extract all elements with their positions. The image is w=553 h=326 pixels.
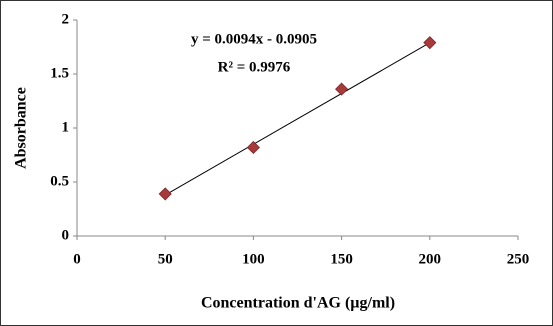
y-tick-label: 0.5 (50, 173, 69, 189)
x-tick-label: 150 (330, 251, 353, 267)
x-tick-label: 250 (507, 251, 530, 267)
y-axis-label: Absorbance (13, 87, 30, 169)
r-squared: R² = 0.9976 (218, 59, 291, 75)
x-tick-label: 0 (73, 251, 81, 267)
equation: y = 0.0094x - 0.0905 (191, 31, 317, 47)
marker (423, 36, 437, 50)
marker (158, 187, 172, 201)
y-tick-label: 1.5 (50, 65, 69, 81)
marker (335, 82, 349, 96)
x-tick-label: 100 (242, 251, 265, 267)
marker (246, 140, 260, 155)
x-tick-label: 50 (158, 251, 173, 267)
y-tick-label: 0 (62, 227, 70, 243)
x-axis-label: Concentration d'AG (µg/ml) (201, 295, 395, 312)
y-tick-label: 1 (62, 119, 70, 135)
x-tick-label: 200 (419, 251, 442, 267)
y-tick-label: 2 (62, 11, 70, 27)
trendline (164, 42, 431, 196)
